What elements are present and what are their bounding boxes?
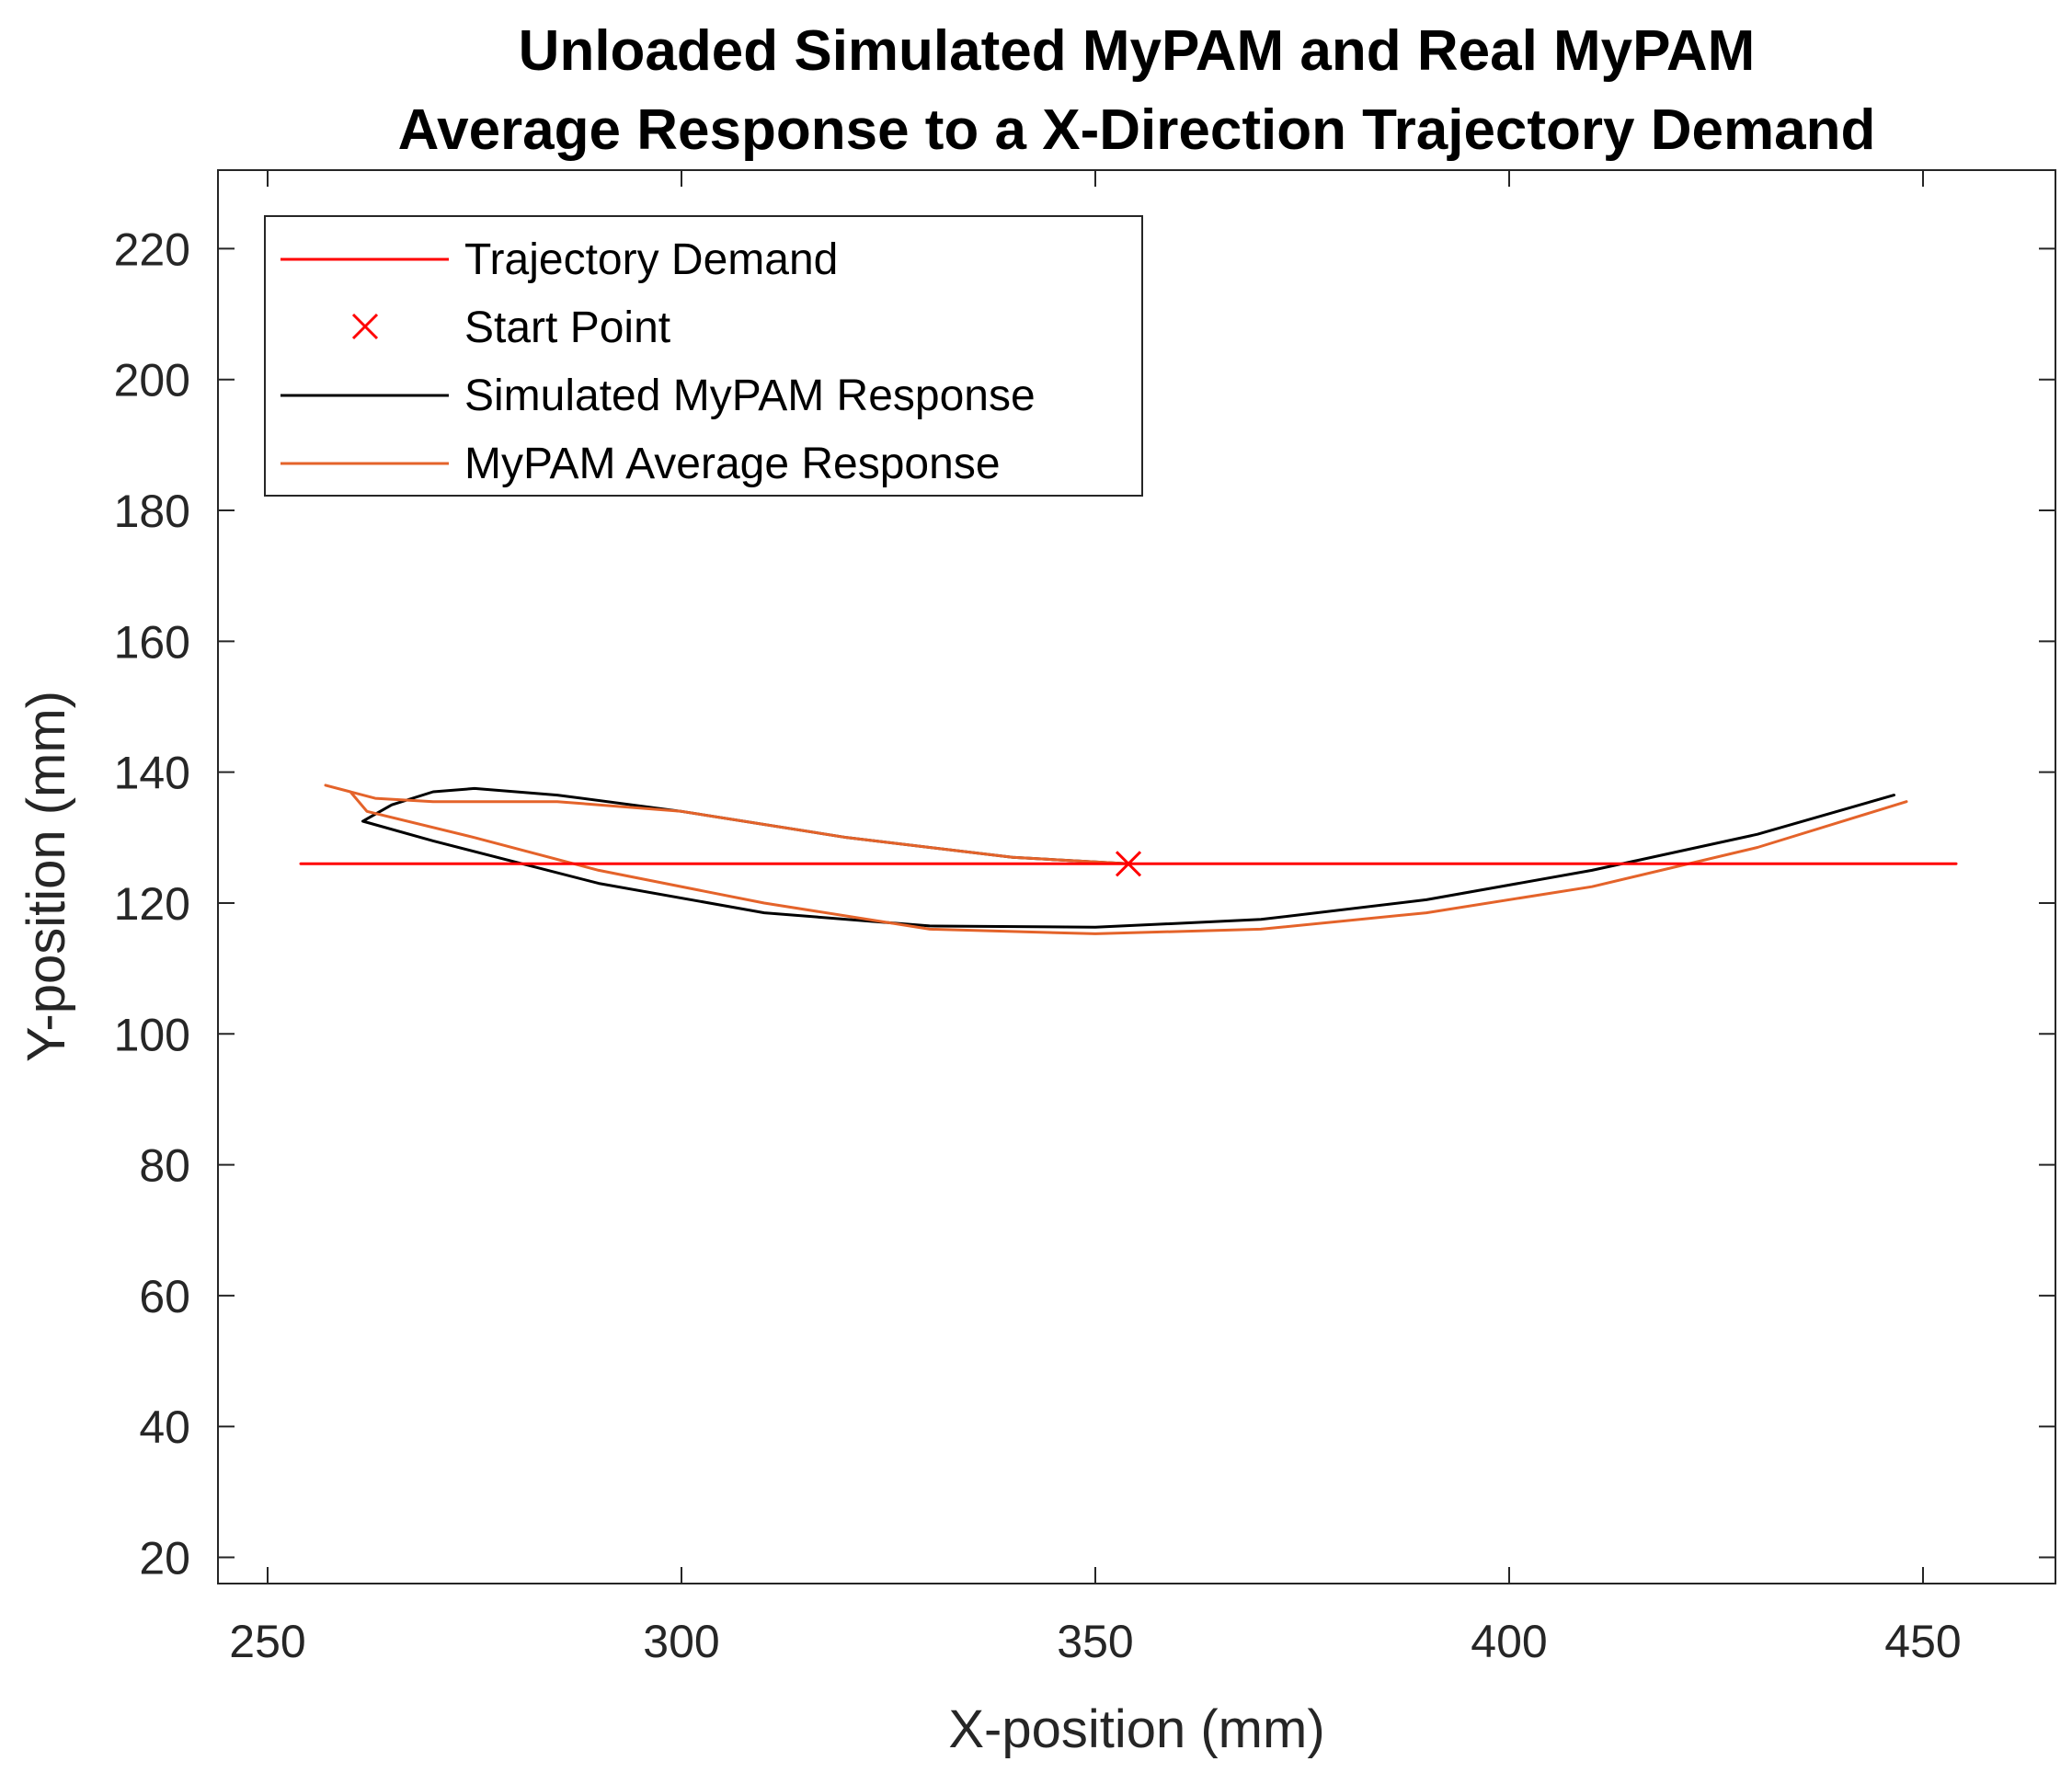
- x-tick-label: 350: [1057, 1616, 1133, 1667]
- y-tick-label: 100: [114, 1009, 190, 1060]
- x-tick-label: 300: [643, 1616, 719, 1667]
- x-tick-label: 250: [229, 1616, 305, 1667]
- y-tick-label: 220: [114, 223, 190, 275]
- legend-label-trajectory-demand: Trajectory Demand: [464, 235, 838, 284]
- y-tick-label: 40: [139, 1401, 190, 1453]
- y-tick-label: 20: [139, 1533, 190, 1584]
- legend-label-start-point: Start Point: [464, 303, 670, 352]
- y-tick-label: 60: [139, 1271, 190, 1322]
- y-tick-label: 140: [114, 748, 190, 799]
- chart-title-line-1: Unloaded Simulated MyPAM and Real MyPAM: [519, 19, 1756, 83]
- x-axis-label: X-position (mm): [948, 1699, 1324, 1759]
- y-tick-label: 200: [114, 355, 190, 406]
- y-tick-label: 120: [114, 878, 190, 930]
- legend-label-average-response: MyPAM Average Response: [464, 440, 1001, 488]
- y-tick-label: 160: [114, 616, 190, 668]
- legend: Trajectory Demand Start Point Simulated …: [264, 215, 1143, 497]
- x-tick-label: 450: [1884, 1616, 1961, 1667]
- y-tick-label: 80: [139, 1140, 190, 1192]
- legend-box: [264, 215, 1143, 497]
- y-tick-label: 180: [114, 486, 190, 537]
- y-axis-label: Y-position (mm): [17, 691, 76, 1062]
- axis-ticks: 250 300 350 400 450 20 40 60 80 100 120 140 160 180 20…: [114, 170, 2055, 1667]
- series-line-mypam-average-response: [324, 784, 1908, 935]
- legend-label-simulated-response: Simulated MyPAM Response: [464, 372, 1036, 420]
- plot-area-frame: [217, 169, 2056, 1584]
- x-tick-label: 400: [1471, 1616, 1547, 1667]
- legend-swatch-start-point: [351, 313, 379, 340]
- series-marker-start-point: [1115, 851, 1142, 877]
- chart-title-line-2: Average Response to a X-Direction Trajec…: [398, 98, 1876, 162]
- data-series: [299, 784, 1958, 935]
